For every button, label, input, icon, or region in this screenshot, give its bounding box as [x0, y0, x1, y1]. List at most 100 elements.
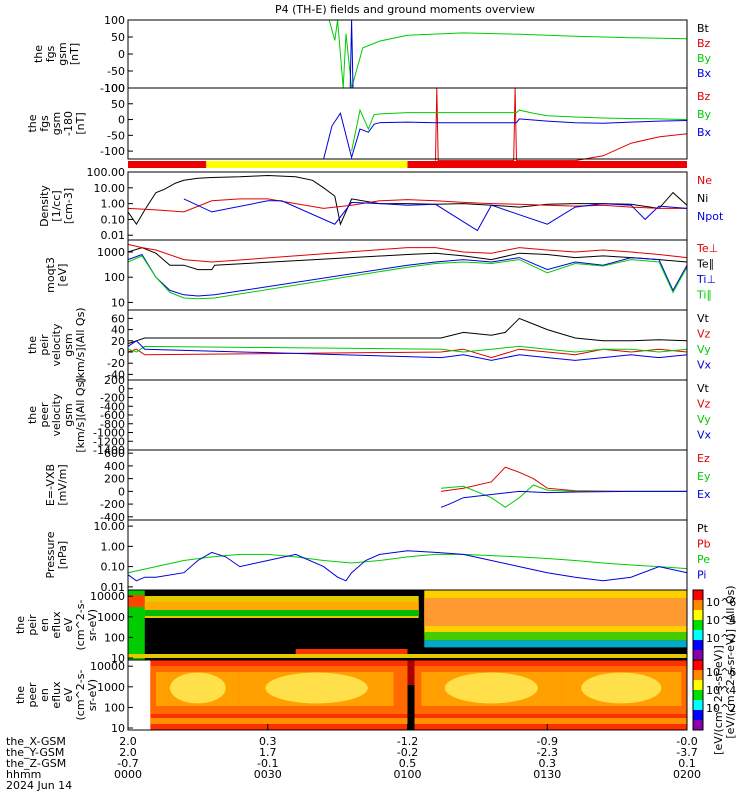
- y-axis-label: gsm: [50, 112, 63, 135]
- colorbar-tick-label: 10^6: [706, 666, 736, 679]
- y-axis-label: [nPa]: [56, 541, 69, 569]
- footer-value: 0.3: [539, 757, 557, 770]
- series-Bx-line: [349, 19, 354, 89]
- y-tick-label: 10: [111, 296, 125, 309]
- legend-Ti⊥: Ti⊥: [696, 273, 716, 286]
- y-tick-label: -40: [107, 368, 125, 381]
- y-tick-label: 10000: [90, 590, 125, 603]
- series-Ni-line: [127, 174, 688, 226]
- colorbar-segment: [693, 610, 703, 621]
- panel-frame: [127, 519, 688, 591]
- footer-value: 0000: [114, 768, 142, 781]
- status-bar-segment: [407, 161, 687, 168]
- colorbar-segment: [693, 680, 703, 691]
- series-Pi-line: [127, 550, 688, 582]
- colorbar-tick-label: 10^4: [706, 614, 736, 627]
- y-axis-label: [km/s](All Qs): [74, 307, 87, 382]
- spectrogram-cell: [144, 610, 419, 616]
- y-axis-label: (cm^2-s-: [74, 670, 87, 721]
- legend-Ne: Ne: [697, 174, 712, 187]
- series-Ex-line: [440, 490, 687, 508]
- y-axis-label: moqt3: [44, 257, 57, 293]
- series-Te∥-line: [127, 247, 688, 271]
- legend-Vz: Vz: [697, 398, 711, 411]
- colorbar-segment: [693, 600, 703, 611]
- legend-Vz: Vz: [697, 328, 711, 341]
- y-tick-label: 0.10: [101, 213, 126, 226]
- legend-Bx: Bx: [697, 126, 712, 139]
- y-tick-label: -200: [100, 498, 125, 511]
- y-tick-label: 0: [118, 48, 125, 61]
- colorbar-segment: [693, 700, 703, 711]
- series-Ne-line: [127, 198, 687, 213]
- y-axis-label: en: [38, 618, 51, 632]
- y-tick-label: 400: [104, 460, 125, 473]
- colorbar-segment: [693, 590, 703, 601]
- legend-Vy: Vy: [697, 343, 711, 356]
- y-tick-label: 0: [118, 383, 125, 396]
- y-tick-label: 0.01: [101, 581, 126, 594]
- y-axis-label: eflux: [50, 681, 63, 709]
- colorbar-tick-label: 10^4: [706, 684, 736, 697]
- y-tick-label: 100: [104, 14, 125, 27]
- spectrogram-cell: [150, 718, 688, 724]
- y-tick-label: 0: [118, 485, 125, 498]
- series-Vt-line: [127, 317, 688, 345]
- footer-row-label: the_Z-GSM: [6, 757, 66, 770]
- legend-Vt: Vt: [697, 382, 710, 395]
- legend-Pb: Pb: [697, 538, 711, 551]
- y-axis-label: the: [14, 616, 27, 634]
- legend-By: By: [697, 108, 712, 121]
- footer-value: 0030: [254, 768, 282, 781]
- panel-1: 100 50 0 -50 -100 the fgs gsm [nT] Bt Bz By Bx: [32, 14, 712, 95]
- y-axis-label: [km/s](All Qs): [74, 377, 87, 452]
- footer-value: 0130: [533, 768, 561, 781]
- status-bar-segment: [128, 161, 207, 168]
- legend-Bz: Bz: [697, 90, 711, 103]
- y-tick-label: -50: [107, 129, 125, 142]
- y-tick-label: -100: [100, 82, 125, 95]
- y-tick-label: 40: [111, 324, 125, 337]
- y-axis-label: Pressure: [44, 531, 57, 578]
- y-tick-label: 1000: [97, 611, 125, 624]
- y-axis-label: [nT]: [68, 43, 81, 65]
- legend-Vy: Vy: [697, 413, 711, 426]
- panel-4: 1000 100 10 moqt3 [eV] Te⊥ Te∥ Ti⊥ Ti∥: [44, 239, 718, 311]
- colorbar-tick-label: 10^6: [706, 596, 736, 609]
- y-tick-label: 100: [104, 701, 125, 714]
- footer-value: -0.0: [676, 735, 697, 748]
- colorbar-segment: [693, 660, 703, 671]
- footer-date: 2024 Jun 14: [6, 779, 72, 792]
- colorbar-label: [eV/(cm^2-s-sr-eV)] (All Qs): [724, 585, 737, 738]
- series-Vz-line: [127, 348, 688, 359]
- spectrogram-cell: [407, 660, 415, 685]
- series-Bx-line: [323, 111, 688, 160]
- y-axis-label: peir: [26, 614, 39, 636]
- legend-Bx: Bx: [697, 67, 712, 80]
- y-tick-label: 0.10: [101, 561, 126, 574]
- y-tick-label: 0: [118, 114, 125, 127]
- legend-Ti∥: Ti∥: [696, 289, 712, 302]
- colorbar-segment: [693, 670, 703, 681]
- y-tick-label: 1.00: [101, 540, 126, 553]
- y-tick-label: 1.00: [101, 198, 126, 211]
- spectrogram-gap: [407, 660, 415, 730]
- y-tick-label: 1000: [97, 681, 125, 694]
- legend-Ez: Ez: [697, 452, 710, 465]
- y-axis-label: the: [32, 45, 45, 63]
- y-tick-label: 10.00: [94, 182, 126, 195]
- y-tick-label: -200: [100, 392, 125, 405]
- spectrogram-hotspot: [265, 672, 368, 704]
- legend-Vx: Vx: [697, 359, 712, 372]
- colorbar-frame: [692, 659, 704, 731]
- series-Bz-line: [435, 87, 688, 162]
- footer-row-label: the_Y-GSM: [6, 746, 64, 759]
- spectrogram-hotspot: [169, 672, 226, 704]
- y-axis-label: the: [26, 336, 39, 354]
- y-tick-label: 200: [104, 374, 125, 387]
- y-tick-label: -600: [100, 409, 125, 422]
- y-axis-label: [mV/m]: [56, 464, 69, 505]
- series-Pe-line: [127, 553, 688, 574]
